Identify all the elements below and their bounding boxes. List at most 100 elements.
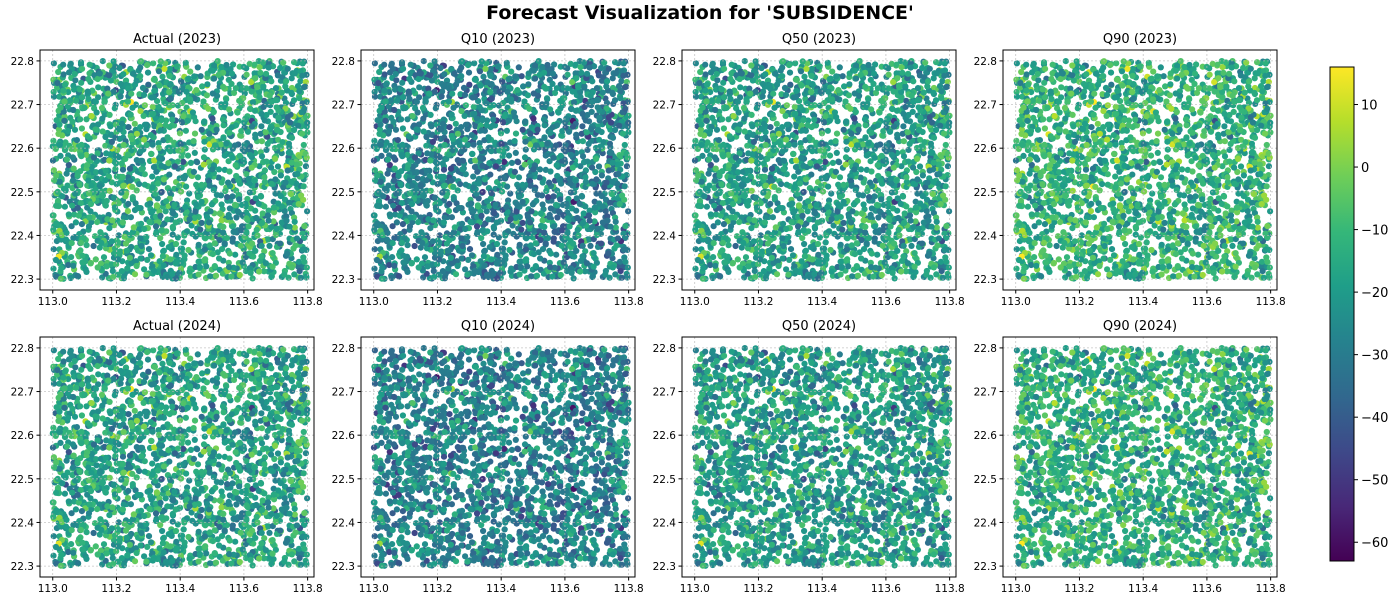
scatter-point — [94, 121, 102, 128]
scatter-point — [438, 126, 445, 133]
scatter-point — [618, 274, 626, 281]
scatter-point — [120, 214, 127, 221]
scatter-point — [167, 148, 174, 155]
scatter-point — [228, 70, 236, 77]
scatter-point — [149, 184, 156, 191]
scatter-point — [511, 138, 518, 145]
scatter-point — [406, 223, 414, 230]
scatter-point — [622, 105, 629, 112]
scatter-point — [487, 65, 494, 73]
scatter-point — [409, 113, 416, 120]
scatter-point — [252, 75, 259, 82]
scatter-point — [446, 85, 453, 92]
scatter-point — [541, 83, 548, 90]
scatter-point — [95, 84, 102, 91]
scatter-point — [225, 179, 232, 186]
scatter-point — [291, 126, 298, 134]
scatter-point — [72, 77, 79, 84]
scatter-point — [392, 70, 399, 78]
scatter-point — [193, 201, 200, 208]
scatter-point — [211, 62, 218, 69]
scatter-point — [478, 212, 485, 219]
scatter-point — [449, 147, 456, 154]
scatter-point — [141, 171, 148, 178]
scatter-point — [137, 124, 144, 131]
scatter-point — [477, 122, 484, 129]
scatter-point — [154, 180, 162, 187]
scatter-point — [404, 268, 411, 275]
scatter-point — [277, 193, 284, 200]
scatter-point — [427, 157, 434, 164]
scatter-point — [68, 223, 75, 230]
scatter-point — [569, 79, 576, 86]
scatter-point — [581, 268, 589, 275]
scatter-point — [595, 163, 603, 170]
scatter-point — [389, 240, 396, 247]
scatter-point — [429, 138, 436, 145]
scatter-point — [382, 203, 389, 210]
scatter-point — [267, 108, 274, 115]
scatter-point — [166, 72, 173, 79]
scatter-point — [462, 225, 469, 233]
scatter-point — [119, 166, 127, 173]
scatter-point — [552, 201, 560, 208]
scatter-point — [479, 162, 486, 169]
scatter-point — [52, 145, 59, 152]
scatter-point — [578, 130, 585, 137]
scatter-point — [173, 251, 180, 258]
scatter-point — [245, 175, 252, 182]
scatter-point — [176, 269, 183, 276]
scatter-point — [606, 149, 613, 156]
scatter-point — [598, 64, 605, 72]
scatter-point — [500, 119, 507, 126]
scatter-point — [113, 261, 120, 268]
scatter-point — [427, 62, 434, 69]
scatter-point — [435, 146, 442, 154]
scatter-point — [229, 223, 236, 230]
scatter-point — [169, 223, 176, 230]
scatter-point — [279, 139, 286, 146]
scatter-point — [584, 146, 591, 153]
scatter-point — [522, 246, 529, 253]
scatter-point — [426, 90, 433, 97]
scatter-point — [406, 75, 413, 83]
scatter-point — [450, 183, 457, 190]
scatter-point — [192, 263, 199, 271]
scatter-point — [61, 98, 68, 105]
scatter-point — [434, 181, 441, 188]
scatter-point — [384, 229, 391, 236]
scatter-point — [423, 201, 430, 208]
scatter-point — [71, 70, 78, 78]
scatter-point — [557, 152, 564, 159]
scatter-point — [512, 214, 519, 222]
scatter-point — [78, 153, 85, 160]
scatter-point — [170, 210, 177, 217]
scatter-point — [263, 70, 270, 77]
scatter-point — [596, 200, 603, 207]
scatter-point — [477, 82, 484, 89]
scatter-point — [567, 189, 575, 196]
scatter-point — [536, 166, 544, 173]
scatter-point — [492, 201, 499, 208]
scatter-point — [592, 209, 599, 216]
scatter-point — [231, 201, 239, 208]
scatter-point — [56, 178, 63, 185]
scatter-point — [223, 140, 230, 147]
scatter-point — [476, 68, 484, 75]
scatter-point — [77, 59, 85, 66]
scatter-point — [582, 178, 590, 185]
scatter-point — [493, 219, 500, 226]
scatter-point — [194, 174, 202, 181]
scatter-point — [454, 187, 461, 194]
scatter-point — [422, 156, 429, 163]
scatter-point — [246, 189, 253, 196]
scatter-point — [431, 88, 438, 95]
scatter-point — [78, 221, 85, 228]
scatter-point — [469, 150, 476, 157]
scatter-point — [181, 252, 188, 259]
scatter-point — [191, 73, 198, 80]
scatter-point — [137, 235, 144, 242]
scatter-point — [436, 239, 443, 246]
scatter-point — [534, 126, 541, 133]
scatter-point — [415, 219, 422, 226]
